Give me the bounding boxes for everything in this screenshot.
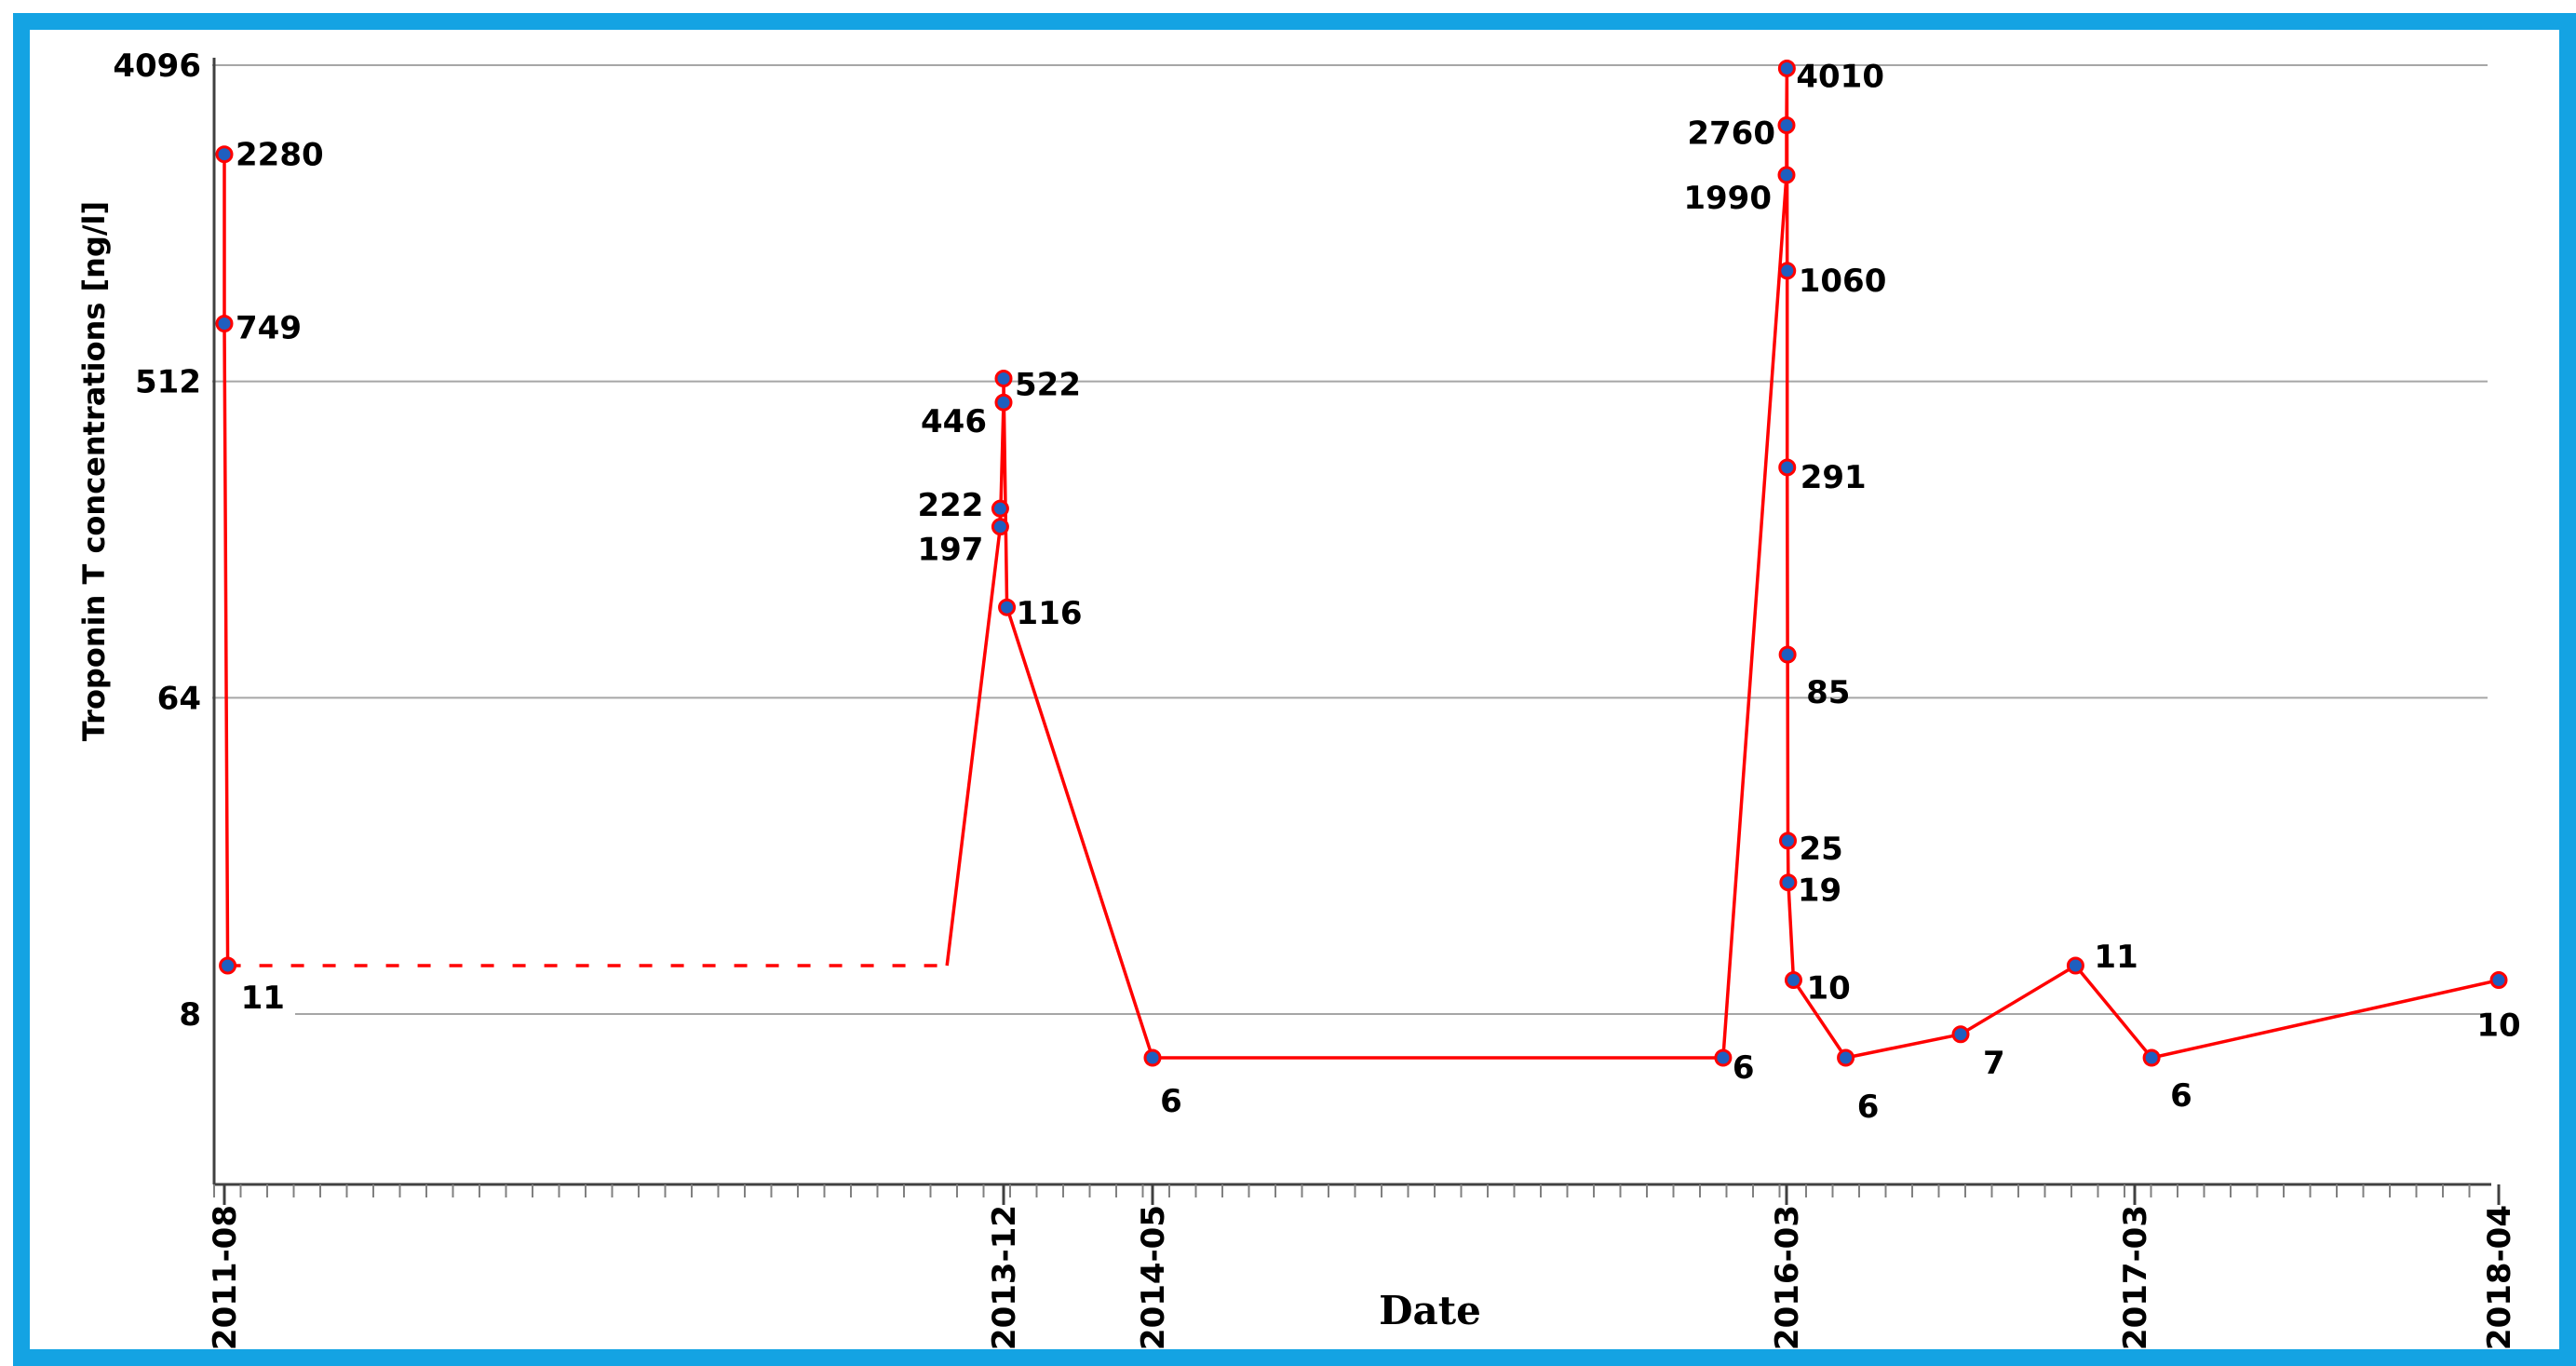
data-point-222 [991,499,1009,518]
data-point-11 [219,956,237,975]
data-label-291: 291 [1801,459,1867,496]
data-point-6 [1714,1048,1733,1067]
x-tick-2016-03: 2016-03 [1769,1205,1806,1349]
x-tick-2017-03: 2017-03 [2117,1205,2154,1349]
gridlines [212,64,2488,1015]
data-point-2760 [1777,115,1796,134]
data-point-25 [1778,832,1797,850]
y-tick-512: 512 [135,364,201,401]
data-point-291 [1778,458,1797,477]
data-label-7: 7 [1983,1045,2005,1082]
axes [212,58,2501,1205]
series-line-segment-1 [223,154,230,967]
data-point-85 [1778,645,1797,664]
data-point-2280 [215,145,234,164]
data-point-197 [991,518,1009,536]
data-point-522 [994,370,1013,388]
data-markers [215,59,2508,1067]
data-label-222: 222 [917,487,983,524]
data-point-4010 [1777,59,1796,77]
data-label-6: 6 [1733,1049,1755,1087]
y-tick-8: 8 [179,996,201,1034]
x-axis-title: Date [1379,1288,1481,1333]
y-axis-title: Troponin T concentrations [ng/l] [76,201,112,741]
x-tick-2014-05: 2014-05 [1135,1205,1172,1349]
data-label-85: 85 [1806,674,1850,711]
data-point-7 [1951,1025,1970,1044]
data-point-19 [1779,873,1798,892]
y-tick-64: 64 [157,680,201,717]
data-label-25: 25 [1799,831,1842,868]
data-point-6 [2142,1048,2161,1067]
data-point-116 [998,598,1017,616]
data-point-1060 [1778,262,1797,280]
data-label-19: 19 [1798,872,1841,910]
y-tick-4096: 4096 [113,47,201,85]
data-labels: 2280749112221974465221166619902760401010… [236,58,2521,1126]
data-label-6: 6 [1160,1083,1182,1120]
data-label-11: 11 [241,980,285,1017]
data-point-10 [2489,971,2508,990]
series-lines [223,66,2500,1060]
data-label-116: 116 [1017,595,1083,632]
data-label-6: 6 [1857,1089,1880,1126]
data-label-2760: 2760 [1687,115,1775,152]
data-label-522: 522 [1015,367,1081,404]
data-point-6 [1143,1048,1162,1067]
data-point-10 [1784,971,1802,990]
data-label-11: 11 [2094,939,2138,976]
data-label-4010: 4010 [1796,58,1884,95]
data-label-1060: 1060 [1799,263,1887,300]
data-label-10: 10 [2476,1008,2520,1045]
gap-connector-line [945,526,1003,967]
x-tick-2018-04: 2018-04 [2481,1205,2518,1349]
data-point-749 [215,315,234,333]
y-tick-labels: 8 64 512 4096 [113,47,201,1034]
data-label-1990: 1990 [1683,180,1772,217]
data-label-6: 6 [2170,1077,2192,1115]
data-label-446: 446 [921,403,987,440]
data-point-1990 [1777,166,1796,184]
data-point-6 [1837,1048,1855,1067]
x-tick-2011-08: 2011-08 [207,1205,244,1349]
chart-frame: 8 64 512 4096 2011-08 2013-12 2014-05 2016-03 2… [13,13,2576,1366]
x-tick-labels: 2011-08 2013-12 2014-05 2016-03 2017-03 2018-… [207,1205,2518,1349]
data-label-10: 10 [1806,970,1850,1008]
data-label-197: 197 [917,532,983,569]
data-point-446 [994,393,1013,412]
x-tick-2013-12: 2013-12 [986,1205,1023,1349]
data-point-11 [2066,956,2084,975]
data-label-749: 749 [236,310,302,347]
data-label-2280: 2280 [236,137,324,174]
